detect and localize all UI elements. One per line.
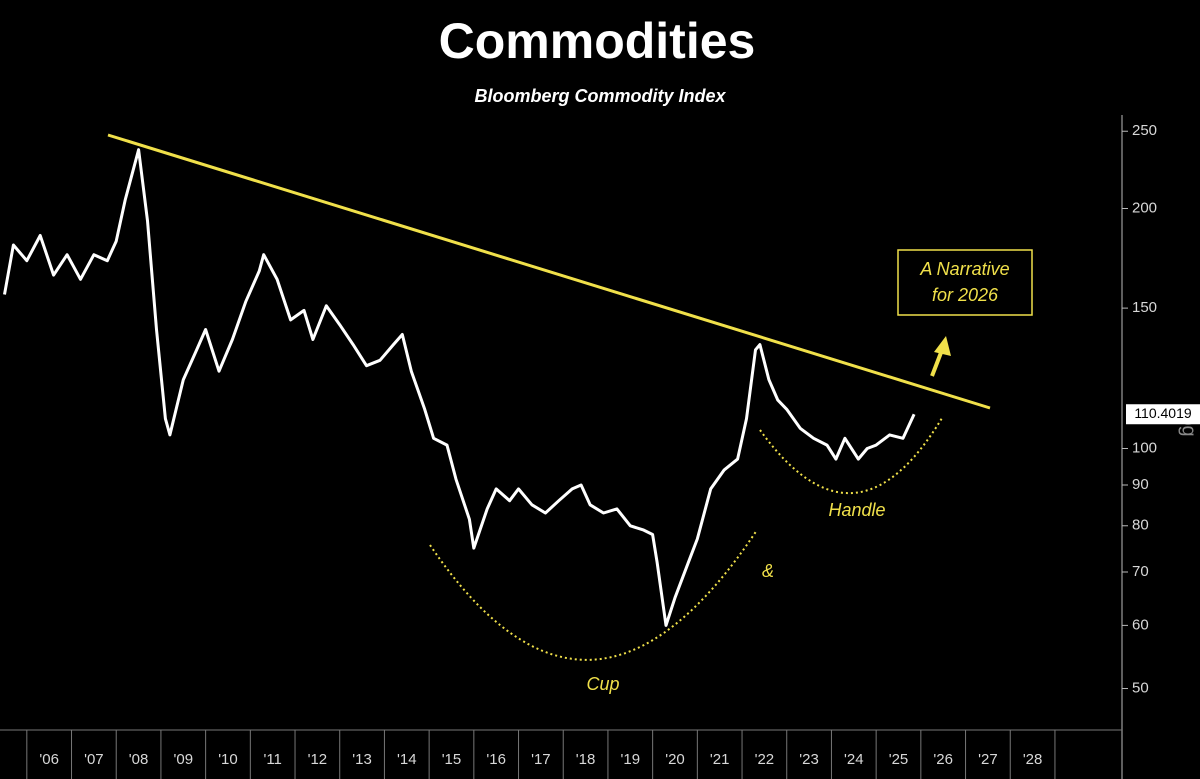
trend-line	[107, 133, 991, 410]
x-tick-label: '14	[397, 751, 417, 768]
last-value-label: 110.4019	[1134, 405, 1192, 421]
annotation: for 2026	[932, 285, 999, 305]
x-tick-label: '10	[218, 751, 238, 768]
y-tick-label: 60	[1132, 616, 1149, 633]
x-tick-label: '28	[1023, 751, 1043, 768]
x-tick-label: '17	[531, 751, 551, 768]
last-value-box	[1126, 404, 1200, 425]
x-tick-label: '19	[621, 751, 641, 768]
x-tick-label: '08	[129, 751, 149, 768]
chart-title: Commodities	[439, 13, 756, 69]
y-tick-label: 150	[1132, 299, 1157, 316]
x-tick-label: '16	[486, 751, 506, 768]
x-tick-label: '24	[844, 751, 864, 768]
arrow-shaft	[930, 349, 944, 377]
annotation: A Narrative	[919, 259, 1009, 279]
y-tick-label: 70	[1132, 563, 1149, 580]
annotation: Cup	[586, 674, 619, 694]
x-tick-label: '27	[978, 751, 998, 768]
x-tick-label: '20	[665, 751, 685, 768]
x-tick-label: '23	[799, 751, 819, 768]
x-tick-label: '21	[710, 751, 730, 768]
narrative-box	[897, 249, 1033, 316]
x-tick-label: '11	[263, 751, 281, 768]
x-tick-label: '06	[39, 751, 59, 768]
chart-subtitle: Bloomberg Commodity Index	[474, 86, 726, 106]
x-tick-label: '09	[173, 751, 193, 768]
x-tick-label: '26	[933, 751, 953, 768]
annotation: &	[762, 561, 774, 581]
arrow-head	[934, 336, 951, 356]
y-tick-label: 50	[1132, 679, 1149, 696]
cup-curve	[429, 529, 758, 661]
annotation: Handle	[828, 500, 885, 520]
y-tick-label: 200	[1132, 199, 1157, 216]
x-tick-label: '18	[576, 751, 596, 768]
y-tick-label: 80	[1132, 517, 1149, 534]
x-tick-label: '07	[84, 751, 104, 768]
x-tick-label: '22	[755, 751, 775, 768]
x-tick-label: '13	[352, 751, 372, 768]
price-line	[3, 148, 916, 627]
y-tick-label: 100	[1132, 439, 1157, 456]
y-tick-label: 90	[1132, 476, 1149, 493]
x-tick-label: '12	[308, 751, 328, 768]
x-tick-label: '25	[889, 751, 909, 768]
y-tick-label: 250	[1132, 122, 1157, 139]
x-tick-label: '15	[442, 751, 462, 768]
